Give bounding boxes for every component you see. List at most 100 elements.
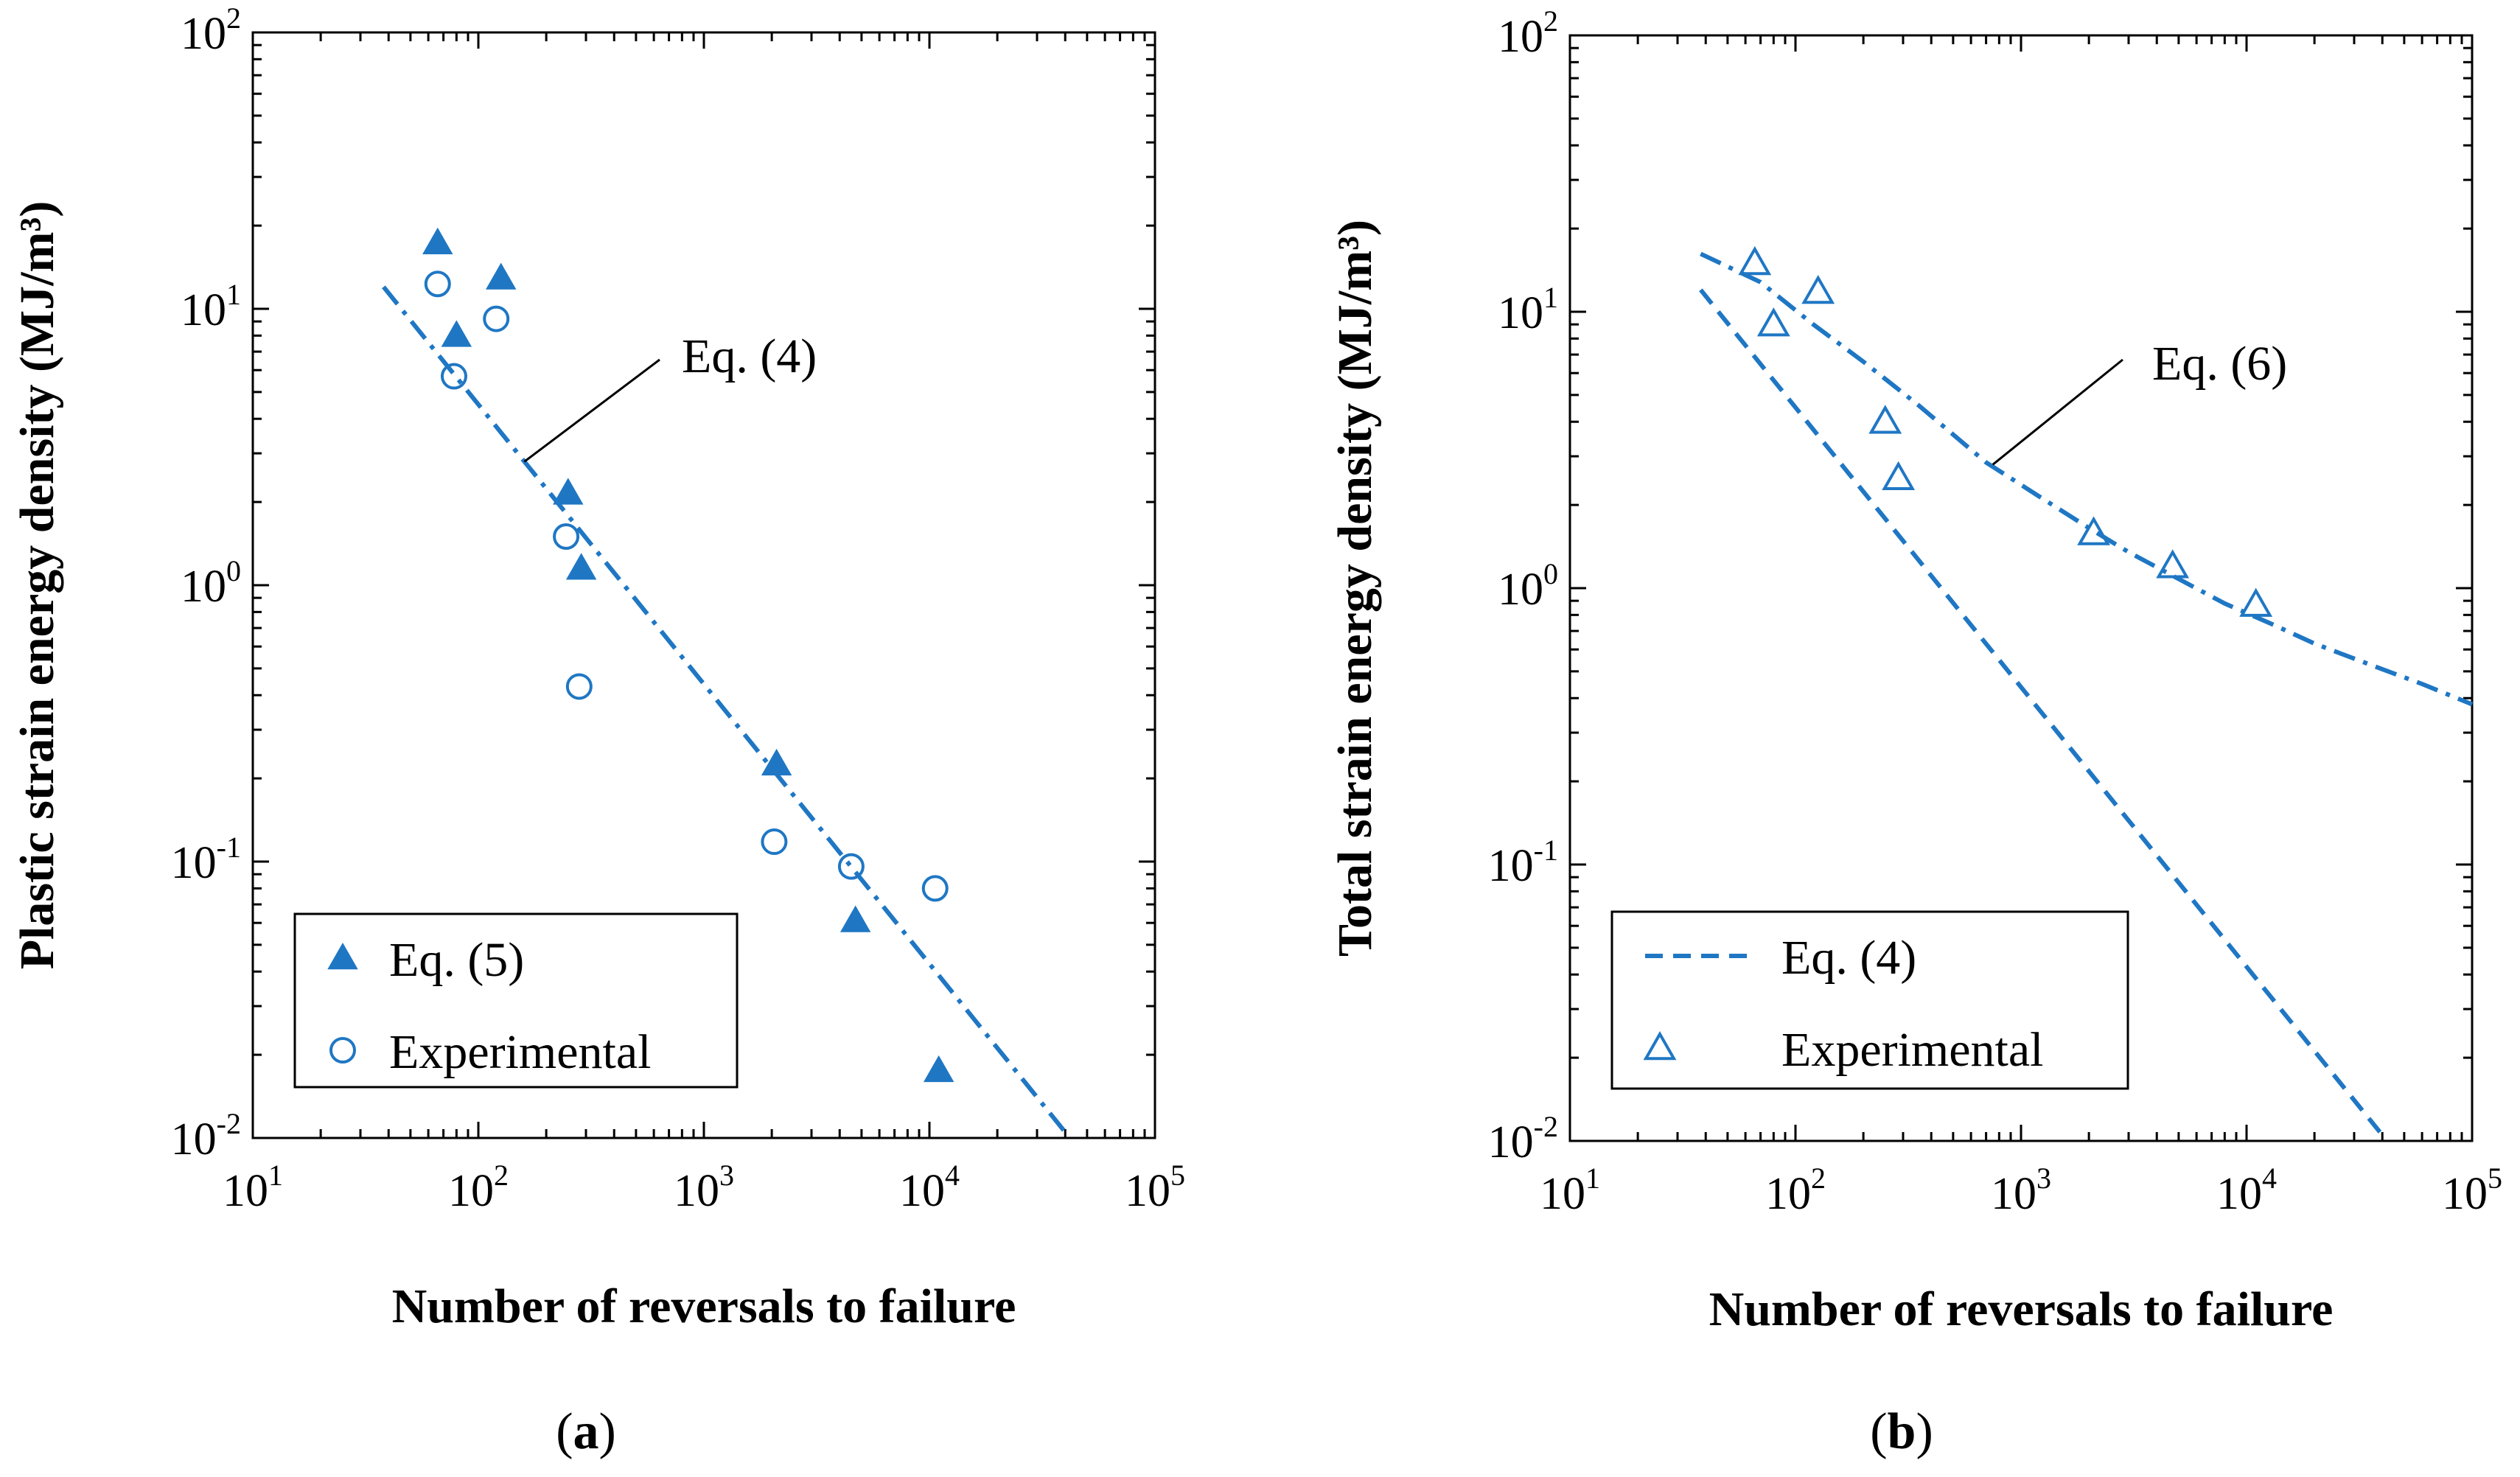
- data-point: [553, 478, 584, 505]
- x-tick-label-exp: 3: [719, 1159, 734, 1192]
- data-point: [565, 673, 593, 700]
- y-tick-label-base: 10: [1488, 1117, 1534, 1167]
- annotation-leader-line: [1992, 358, 2123, 466]
- legend-box: [1610, 910, 2129, 1090]
- y-tick-label: 102: [181, 1, 241, 59]
- x-tick-label-exp: 5: [1170, 1159, 1185, 1192]
- series-experimental: [424, 270, 949, 902]
- y-tick-label-exp: 2: [1543, 4, 1558, 38]
- data-point: [553, 523, 580, 550]
- y-tick-label-base: 10: [171, 838, 217, 888]
- x-tick-label-exp: 4: [945, 1159, 960, 1192]
- fit-line: [1699, 288, 2384, 1136]
- y-tick-label-exp: 0: [226, 554, 241, 587]
- legend-symbol: [329, 1037, 356, 1064]
- series-eq-5: [422, 227, 954, 1083]
- x-tick-label-exp: 3: [2036, 1162, 2051, 1195]
- data-point: [1882, 461, 1916, 491]
- x-tick-label-exp: 1: [1585, 1162, 1600, 1195]
- series-eq-4: [382, 285, 1067, 1134]
- x-tick-label: 104: [899, 1159, 960, 1216]
- x-tick-label-base: 10: [899, 1166, 945, 1216]
- x-tick-label-base: 10: [1765, 1169, 1811, 1219]
- y-tick-label-exp: 1: [226, 278, 241, 311]
- data-point: [441, 320, 472, 347]
- x-tick-label: 101: [1540, 1162, 1600, 1219]
- x-tick-label-exp: 2: [1811, 1162, 1826, 1195]
- legend-symbol: [327, 942, 358, 970]
- axis-ticks: [251, 31, 1156, 1139]
- y-tick-label: 10-1: [1488, 834, 1558, 891]
- data-point: [1801, 275, 1835, 304]
- x-tick-label-exp: 2: [494, 1159, 509, 1192]
- panel-label-a: (a): [556, 1403, 616, 1460]
- data-point: [2156, 549, 2190, 579]
- fit-line: [382, 285, 1067, 1134]
- data-point: [2239, 587, 2273, 617]
- y-tick-label-base: 10: [1498, 12, 1543, 62]
- y-tick-label-exp: 2: [226, 1, 241, 35]
- y-tick-label-exp: 1: [1543, 281, 1558, 314]
- y-tick-label-base: 10: [181, 9, 226, 59]
- legend-entry: Experimental: [1643, 1023, 2044, 1077]
- data-point: [565, 553, 597, 580]
- data-point: [921, 875, 949, 902]
- y-tick-label-base: 10: [181, 562, 226, 612]
- data-point: [923, 1055, 954, 1083]
- annotation: Eq. (6): [1992, 337, 2287, 466]
- y-tick-label-exp: -1: [1534, 834, 1558, 867]
- y-tick-label: 101: [1498, 281, 1558, 338]
- x-tick-label: 103: [1991, 1162, 2051, 1219]
- y-tick-label-base: 10: [181, 285, 226, 335]
- legend-label: Eq. (5): [389, 933, 524, 987]
- legend-label: Experimental: [389, 1025, 652, 1079]
- x-tick-label-base: 10: [1991, 1169, 2036, 1219]
- x-tick-label-base: 10: [2216, 1169, 2262, 1219]
- y-tick-label: 100: [1498, 557, 1558, 615]
- x-tick-label: 103: [674, 1159, 734, 1216]
- data-point: [837, 853, 865, 880]
- data-point: [1738, 245, 1772, 276]
- y-tick-label: 101: [181, 278, 241, 335]
- data-point: [422, 227, 453, 254]
- data-point: [1868, 405, 1902, 434]
- x-tick-label: 105: [2442, 1162, 2502, 1219]
- series-eq-4: [1699, 288, 2384, 1136]
- series-eq-6: [1700, 251, 2474, 707]
- panel-label-b: (b): [1870, 1403, 1933, 1460]
- y-axis-title: Plastic strain energy density (MJ/m³): [10, 201, 64, 970]
- y-tick-label: 10-1: [171, 831, 241, 888]
- data-point: [485, 262, 517, 290]
- legend-label: Experimental: [1781, 1023, 2044, 1077]
- x-tick-label-exp: 5: [2488, 1162, 2502, 1195]
- data-point: [2077, 516, 2111, 545]
- annotation-label: Eq. (4): [682, 329, 817, 383]
- data-point: [483, 305, 510, 332]
- x-tick-label: 101: [223, 1159, 283, 1216]
- x-tick-label-base: 10: [2442, 1169, 2488, 1219]
- annotation-leader-line: [523, 358, 660, 463]
- y-tick-label-base: 10: [1498, 288, 1543, 338]
- legend: Eq. (4) Experimental: [1610, 910, 2129, 1090]
- y-tick-label-exp: -1: [217, 831, 241, 864]
- legend-entry: Experimental: [329, 1025, 652, 1079]
- series-experimental: [1738, 245, 2273, 617]
- y-axis-title: Total strain energy density (MJ/m³): [1328, 220, 1382, 957]
- x-tick-label-base: 10: [448, 1166, 494, 1216]
- x-tick-label-base: 10: [1125, 1166, 1170, 1216]
- legend: Eq. (5) Experimental: [293, 912, 739, 1089]
- data-point: [840, 905, 871, 932]
- x-tick-label: 104: [2216, 1162, 2277, 1219]
- y-tick-label-base: 10: [1498, 565, 1543, 615]
- x-tick-label: 102: [448, 1159, 509, 1216]
- y-tick-label-exp: -2: [1534, 1110, 1558, 1143]
- fit-line: [1700, 251, 2474, 707]
- y-tick-label: 100: [181, 554, 241, 612]
- y-tick-label: 10-2: [171, 1107, 241, 1165]
- x-tick-label-base: 10: [223, 1166, 268, 1216]
- y-tick-label-exp: -2: [217, 1107, 241, 1140]
- y-tick-label: 10-2: [1488, 1110, 1558, 1167]
